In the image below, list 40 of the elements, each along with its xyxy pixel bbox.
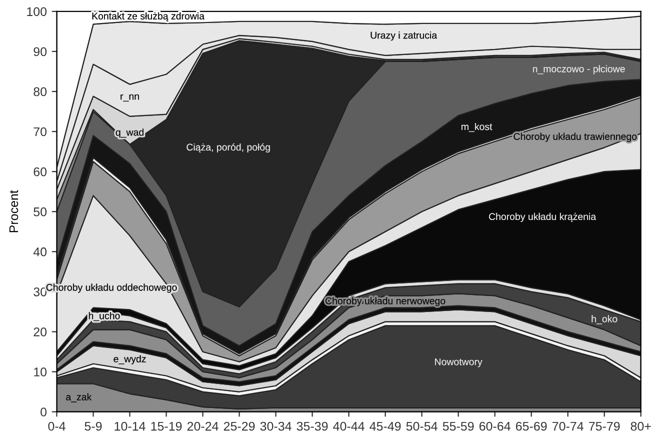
series-label: m_kost: [462, 122, 492, 132]
x-tick-label: 65-69: [516, 422, 547, 431]
y-axis-title: Procent: [9, 190, 18, 232]
y-tick-label: 40: [33, 247, 47, 256]
series-label: h_oko: [592, 315, 618, 324]
y-tick-label: 80: [34, 87, 47, 96]
x-tick-label: 80+: [630, 422, 651, 431]
series-label: Urazy i zatrucia: [370, 32, 438, 41]
x-tick-label: 60-64: [479, 422, 510, 431]
x-tick-label: 35-39: [296, 422, 328, 431]
x-tick-label: 40-44: [333, 422, 364, 431]
series-label: Kontakt ze służbą zdrowia: [92, 12, 204, 22]
y-tick-label: 50: [34, 207, 47, 216]
series-label: Nowotwory: [435, 358, 482, 368]
series-label: h_ucho: [88, 312, 120, 322]
x-tick-label: 75-79: [589, 422, 620, 431]
y-tick-label: 0: [40, 408, 47, 416]
x-tick-label: 0-4: [48, 422, 66, 431]
x-tick-label: 5-9: [84, 422, 102, 431]
y-tick-label: 90: [34, 47, 47, 56]
x-tick-label: 10-14: [114, 422, 146, 431]
x-tick-label: 70-74: [552, 422, 584, 431]
y-tick-label: 100: [27, 7, 47, 16]
x-tick-label: 15-19: [151, 422, 182, 431]
x-tick-label: 30-34: [260, 422, 292, 431]
x-tick-label: 50-54: [406, 422, 438, 431]
y-tick-label: 70: [34, 127, 47, 136]
x-tick-label: 25-29: [224, 422, 255, 431]
series-label: r_nn: [120, 94, 139, 102]
series-label: a_zak: [66, 393, 92, 402]
x-tick-label: 20-24: [187, 422, 218, 431]
x-tick-label: 55-59: [442, 422, 474, 431]
y-tick-label: 20: [34, 328, 47, 336]
x-tick-label: 45-49: [370, 422, 401, 431]
y-tick-label: 10: [34, 368, 47, 376]
series-label: n_moczowo - płciowe: [532, 65, 625, 74]
series-label: Ciąża, poród, połóg: [186, 143, 270, 153]
series-label: Choroby układu krążenia: [489, 212, 596, 222]
y-tick-label: 60: [34, 167, 47, 176]
series-label: e_wydz: [114, 355, 146, 364]
